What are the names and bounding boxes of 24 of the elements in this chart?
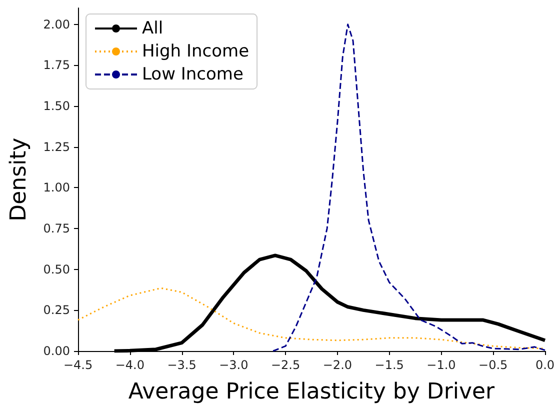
y-tick-label: 1.25	[43, 140, 70, 154]
x-tick-label: −2.0	[322, 358, 352, 372]
y-axis-title: Density	[6, 138, 32, 222]
x-tick-label: −1.0	[426, 358, 456, 372]
legend-label: All	[142, 18, 164, 38]
y-tick-label: 0.00	[43, 344, 70, 358]
y-tick-label: 1.00	[43, 180, 70, 195]
y-tick-label: 2.00	[43, 17, 70, 32]
y-tick-label: 0.50	[43, 262, 70, 276]
x-tick-label: −1.5	[374, 358, 404, 372]
y-tick-label: 1.50	[43, 99, 70, 113]
x-tick-label: −4.0	[115, 358, 144, 372]
x-axis-title: Average Price Elasticity by Driver	[128, 380, 496, 404]
legend-label: High Income	[142, 42, 250, 62]
y-tick-label: 1.75	[43, 58, 70, 72]
x-tick-label: −2.5	[270, 358, 300, 372]
legend-label: Low Income	[142, 64, 244, 84]
x-tick-label: 0.0	[535, 358, 555, 372]
y-tick-label: 0.25	[43, 303, 70, 318]
x-tick-label: −3.0	[219, 358, 248, 372]
x-tick-label: −0.5	[478, 358, 508, 372]
y-tick-label: 0.75	[43, 222, 70, 236]
x-tick-label: −4.5	[63, 358, 93, 372]
x-tick-label: −3.5	[167, 358, 196, 372]
